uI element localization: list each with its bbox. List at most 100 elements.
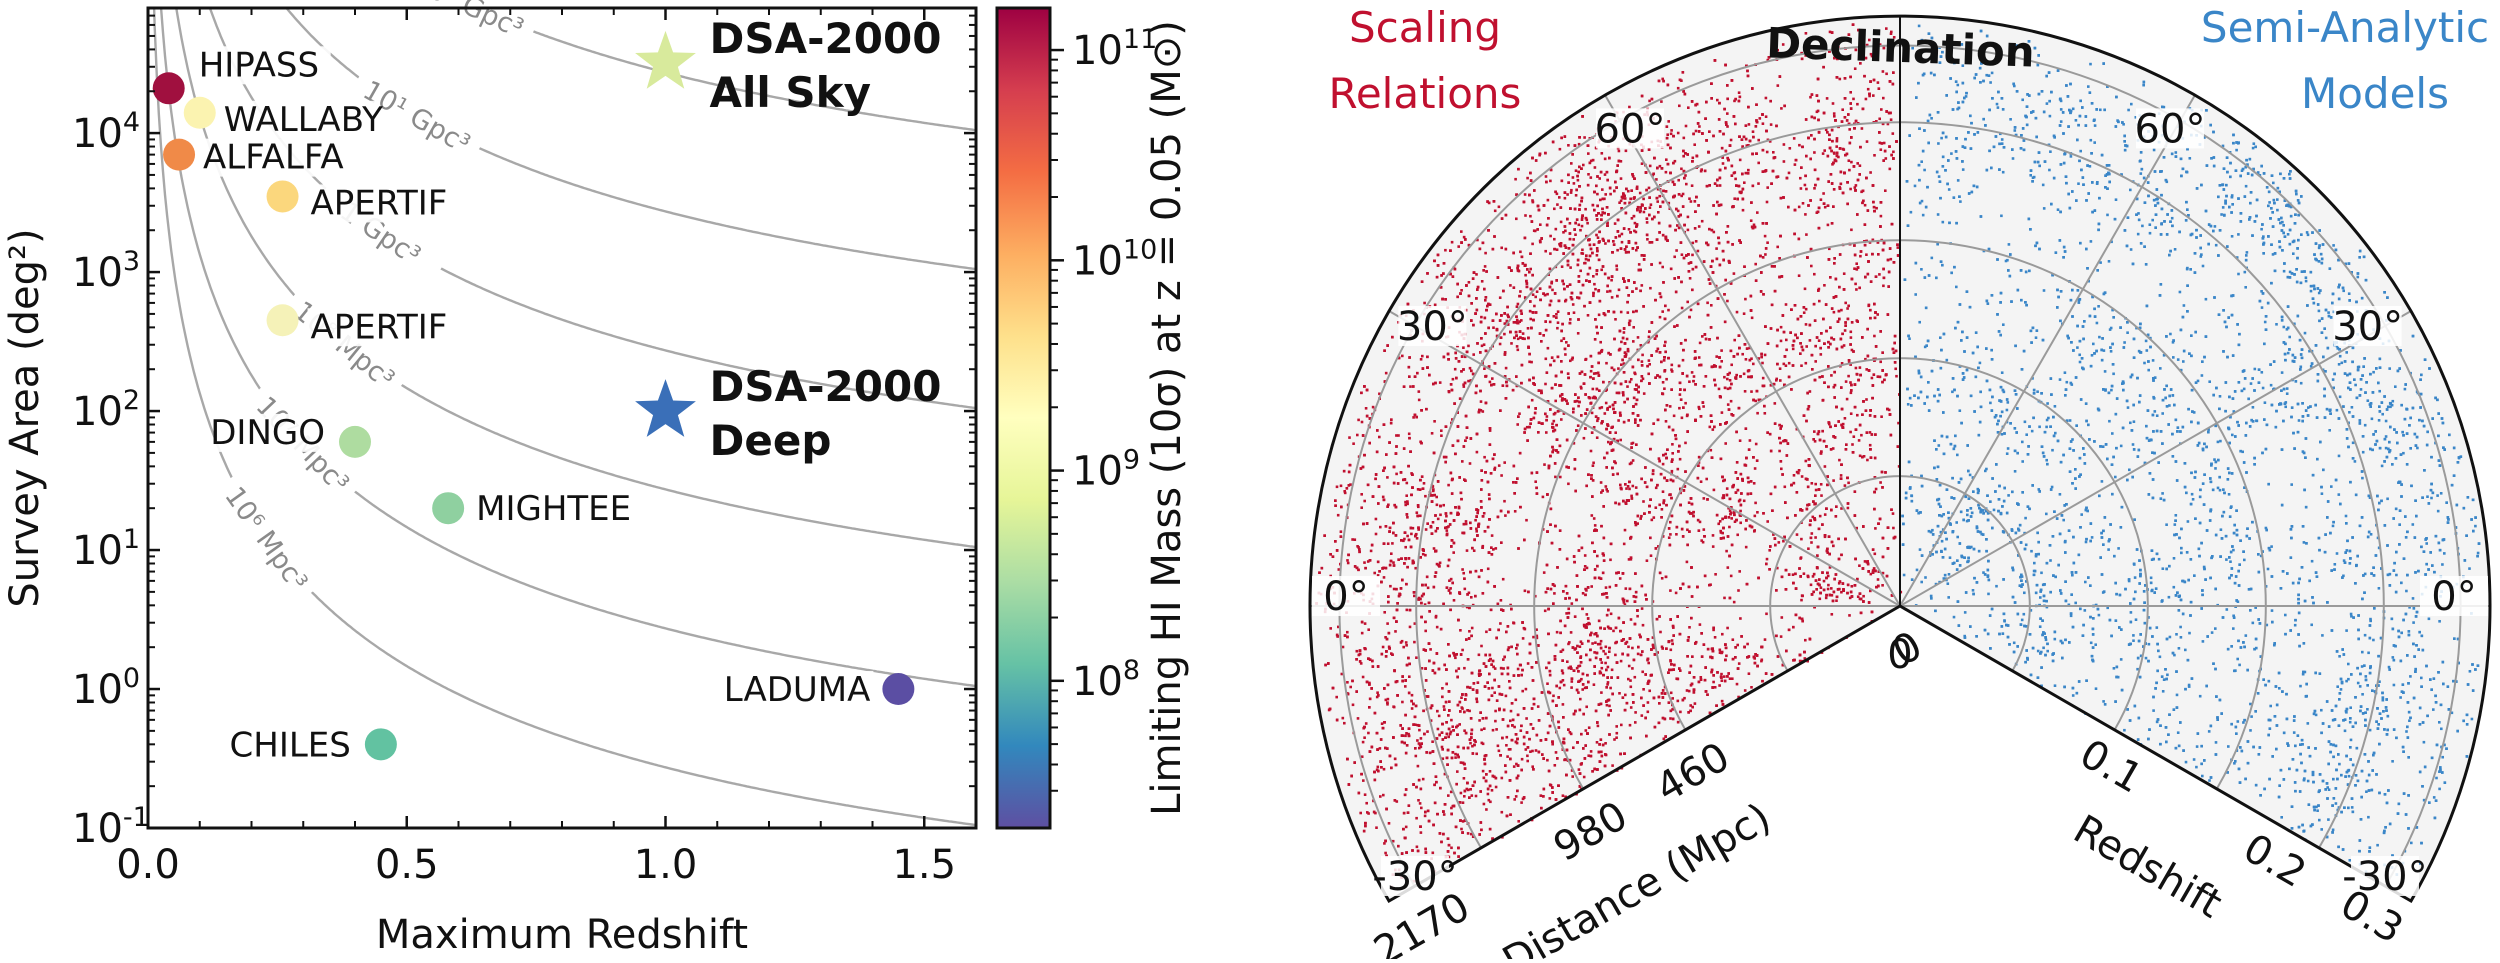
galaxy-point xyxy=(1618,692,1621,695)
galaxy-point xyxy=(1815,489,1818,492)
galaxy-point xyxy=(1846,307,1849,310)
galaxy-point xyxy=(1850,229,1853,232)
galaxy-point xyxy=(1406,482,1409,485)
galaxy-point xyxy=(1577,691,1580,694)
galaxy-point xyxy=(1551,289,1554,292)
galaxy-point xyxy=(1739,510,1742,513)
galaxy-point xyxy=(1365,722,1368,725)
galaxy-point xyxy=(1572,411,1575,414)
galaxy-point xyxy=(1524,193,1527,196)
galaxy-point xyxy=(1822,192,1825,195)
galaxy-point xyxy=(1675,249,1678,252)
galaxy-point xyxy=(1447,565,1450,568)
galaxy-point xyxy=(1363,736,1366,739)
survey-label: LADUMA xyxy=(724,670,871,710)
galaxy-point xyxy=(1577,424,1580,427)
galaxy-point xyxy=(1590,585,1593,588)
galaxy-point xyxy=(1616,249,1619,252)
galaxy-point xyxy=(1572,746,1575,749)
galaxy-point xyxy=(1625,487,1628,490)
galaxy-point xyxy=(1562,794,1565,797)
galaxy-point xyxy=(1693,143,1696,146)
galaxy-point xyxy=(1850,392,1853,395)
galaxy-point xyxy=(1394,630,1397,633)
galaxy-point xyxy=(1587,173,1590,176)
galaxy-point xyxy=(1416,739,1419,742)
galaxy-point xyxy=(1416,511,1419,514)
galaxy-point xyxy=(1630,495,1633,498)
galaxy-point xyxy=(1583,136,1586,139)
galaxy-point xyxy=(1556,631,1559,634)
galaxy-point xyxy=(1570,686,1573,689)
galaxy-point xyxy=(1617,419,1620,422)
galaxy-point xyxy=(1712,545,1715,548)
galaxy-point xyxy=(1858,439,1861,442)
galaxy-point xyxy=(1546,682,1549,685)
galaxy-point xyxy=(1670,129,1673,132)
galaxy-point xyxy=(1635,231,1638,234)
galaxy-point xyxy=(1356,650,1359,653)
galaxy-point xyxy=(1436,504,1439,507)
galaxy-point xyxy=(1352,442,1355,445)
galaxy-point xyxy=(1416,846,1419,849)
galaxy-point xyxy=(1823,149,1826,152)
galaxy-point xyxy=(1843,272,1846,275)
galaxy-point xyxy=(1440,429,1443,432)
galaxy-point xyxy=(1646,238,1649,241)
galaxy-point xyxy=(1850,161,1853,164)
galaxy-point xyxy=(1549,180,1552,183)
galaxy-point xyxy=(1406,609,1409,612)
galaxy-point xyxy=(1562,703,1565,706)
galaxy-point xyxy=(1850,331,1853,334)
galaxy-point xyxy=(1375,518,1378,521)
galaxy-point xyxy=(1503,333,1506,336)
galaxy-point xyxy=(1522,332,1525,335)
galaxy-point xyxy=(1335,696,1338,699)
galaxy-point xyxy=(1643,211,1646,214)
galaxy-point xyxy=(1595,372,1598,375)
galaxy-point xyxy=(1775,378,1778,381)
galaxy-point xyxy=(1505,367,1508,370)
galaxy-point xyxy=(1805,345,1808,348)
galaxy-point xyxy=(1681,253,1684,256)
galaxy-point xyxy=(1379,795,1382,798)
galaxy-point xyxy=(1780,635,1783,638)
colorbar-tick-label: 109 xyxy=(1072,445,1140,495)
galaxy-point xyxy=(1659,262,1662,265)
galaxy-point xyxy=(1736,534,1739,537)
galaxy-point xyxy=(1714,573,1717,576)
galaxy-point xyxy=(1567,483,1570,486)
galaxy-point xyxy=(1833,152,1836,155)
galaxy-point xyxy=(1491,789,1494,792)
galaxy-point xyxy=(1835,145,1838,148)
galaxy-point xyxy=(1742,209,1745,212)
galaxy-point xyxy=(1476,701,1479,704)
galaxy-point xyxy=(1642,500,1645,503)
galaxy-point xyxy=(1823,284,1826,287)
galaxy-point xyxy=(1391,542,1394,545)
galaxy-point xyxy=(1553,208,1556,211)
galaxy-point xyxy=(1348,436,1351,439)
galaxy-point xyxy=(1856,414,1859,417)
galaxy-point xyxy=(1386,476,1389,479)
galaxy-point xyxy=(1601,667,1604,670)
galaxy-point xyxy=(1461,707,1464,710)
colorbar-tick-label: 108 xyxy=(1072,655,1140,705)
galaxy-point xyxy=(1480,645,1483,648)
galaxy-point xyxy=(1519,290,1522,293)
galaxy-point xyxy=(1753,482,1756,485)
galaxy-point xyxy=(1362,741,1365,744)
galaxy-point xyxy=(1485,631,1488,634)
galaxy-point xyxy=(1498,206,1501,209)
galaxy-point xyxy=(1723,597,1726,600)
galaxy-point xyxy=(1766,520,1769,523)
survey-marker xyxy=(882,673,914,705)
survey-marker xyxy=(365,728,397,760)
galaxy-point xyxy=(1601,661,1604,664)
galaxy-point xyxy=(1410,533,1413,536)
galaxy-point xyxy=(1524,214,1527,217)
galaxy-point xyxy=(1388,822,1391,825)
galaxy-point xyxy=(1734,178,1737,181)
galaxy-point xyxy=(1878,118,1881,121)
